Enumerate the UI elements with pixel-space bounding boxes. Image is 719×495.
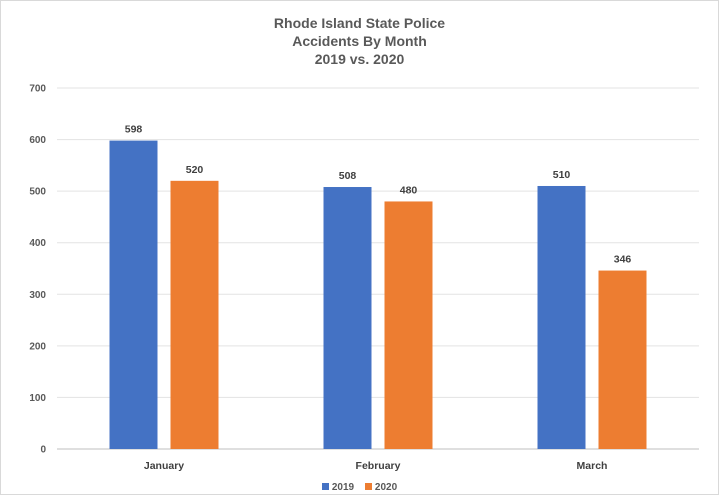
- bar-2020-january: [170, 180, 219, 450]
- bar-2019-march: [537, 185, 586, 449]
- x-tick-label-january: January: [144, 460, 184, 472]
- bar-2020-march: [598, 270, 647, 449]
- y-tick-label: 200: [29, 341, 46, 352]
- chart-title-line-1: Rhode Island State Police: [273, 15, 446, 31]
- chart-title-line-2: Accidents By Month: [292, 33, 427, 49]
- legend-swatch-2020: [364, 483, 372, 490]
- chart-title-line-3: 2019 vs. 2020: [314, 51, 405, 67]
- bar-2019-january: [109, 140, 158, 450]
- legend-label-2019: 2019: [331, 482, 355, 493]
- bar-2019-february: [323, 187, 372, 449]
- y-tick-label: 700: [29, 84, 46, 95]
- y-tick-label: 100: [29, 393, 46, 404]
- y-tick-label: 400: [29, 238, 46, 249]
- legend-item-2019: 2019: [321, 482, 355, 494]
- x-tick-label-february: February: [356, 460, 401, 472]
- y-tick-label: 300: [29, 290, 46, 301]
- legend-item-2020: 2020: [364, 482, 398, 494]
- bar-chart: 0 100 200 300 400 500 600 700 598 520 January 508 48…: [29, 84, 699, 472]
- y-tick-label: 600: [29, 135, 46, 146]
- chart-title: Rhode Island State Police Accidents By M…: [0, 14, 719, 68]
- legend-label-2020: 2020: [374, 482, 398, 493]
- data-label-2020-february: 480: [400, 184, 418, 196]
- data-label-2019-march: 510: [553, 169, 571, 181]
- data-label-2019-january: 598: [125, 124, 143, 136]
- bar-2020-february: [384, 201, 433, 449]
- y-tick-label: 0: [40, 445, 46, 456]
- legend-swatch-2019: [321, 483, 329, 490]
- data-label-2020-march: 346: [614, 254, 632, 266]
- data-label-2019-february: 508: [339, 170, 357, 182]
- legend: 2019 2020: [0, 482, 719, 494]
- y-tick-label: 500: [29, 187, 46, 198]
- data-label-2020-january: 520: [186, 164, 204, 176]
- x-tick-label-march: March: [577, 460, 608, 472]
